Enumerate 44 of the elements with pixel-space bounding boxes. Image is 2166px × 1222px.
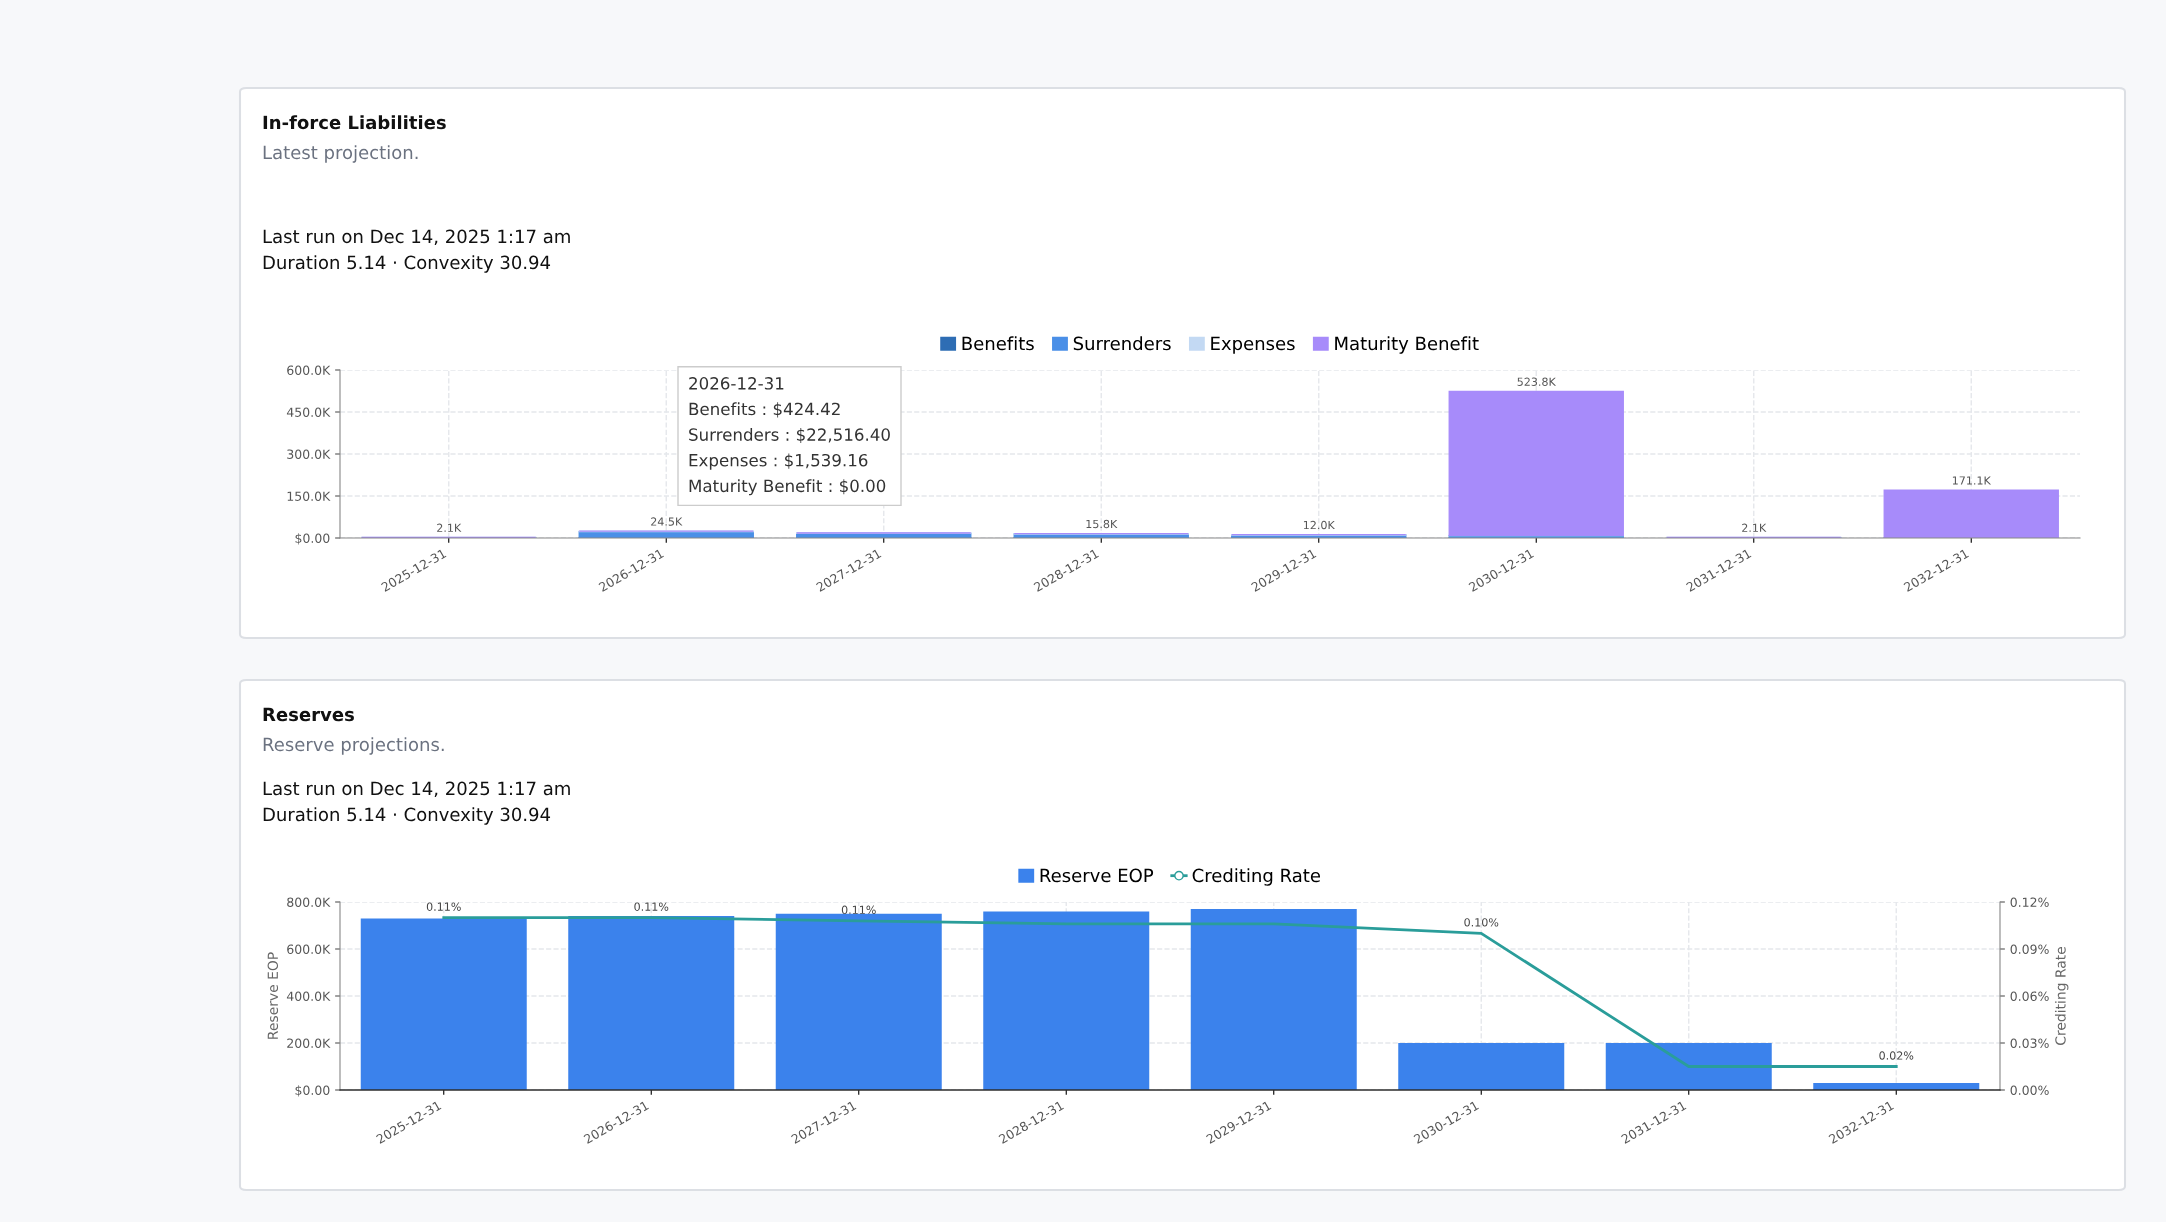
data-label: 0.11% (841, 905, 876, 915)
legend-label: Crediting Rate (1192, 868, 1321, 886)
y-tick-label: 150.0K (287, 491, 331, 501)
y-tick-label: 300.0K (287, 449, 331, 459)
y-axis-title: Reserve EOP (267, 952, 279, 1039)
y-tick-label: 200.0K (287, 1038, 331, 1048)
y-tick-label: 800.0K (287, 897, 331, 907)
data-label: 0.10% (1464, 918, 1499, 927)
chart-subtitle: Reserve projections. (263, 737, 444, 755)
y-tick-label: 400.0K (286, 991, 331, 1001)
y2-tick-label: 0.12% (2010, 897, 2049, 907)
text: Duration 5.14 · Convexity 30.94 (263, 255, 551, 273)
annotation: 2026-12-31 Benefits : $424.42 Surrenders : $22,516.40 Expenses : $1,539.16 Maturity Benefit : $0.00 (689, 377, 890, 496)
legend-label: Expenses (1211, 336, 1295, 354)
y-tick-label: $0.00 (295, 1085, 330, 1097)
legend-label: Maturity Benefit (1335, 336, 1479, 354)
total-label: 15.8K (1086, 519, 1118, 529)
y2-axis-title: Crediting Rate (2054, 946, 2069, 1045)
chart-subtitle: Latest projection. (263, 145, 418, 163)
text: Last run on Dec 14, 2025 1:17 am (263, 781, 570, 798)
total-label: 2.1K (437, 523, 462, 532)
y2-tick-label: 0.03% (2010, 1038, 2049, 1048)
legend-label: Surrenders (1073, 336, 1171, 351)
total-label: 171.1K (1952, 476, 1992, 485)
y2-tick-label: 0.00% (2010, 1085, 2049, 1095)
chart-title: In-force Liabilities (263, 115, 446, 130)
total-label: 523.8K (1517, 377, 1557, 386)
y-tick-label: $0.00 (295, 533, 330, 545)
y-tick-label: 600.0K (287, 365, 331, 375)
data-label: 0.02% (1879, 1051, 1914, 1060)
data-label: 0.11% (426, 902, 461, 911)
y-tick-label: 450.0K (286, 407, 331, 417)
total-label: 12.0K (1303, 520, 1335, 530)
text: Duration 5.14 · Convexity 30.94 (263, 807, 551, 825)
legend-label: Reserve EOP (1040, 868, 1154, 883)
total-label: 2.1K (1742, 523, 1767, 532)
data-label: 0.11% (634, 902, 669, 911)
legend-label: Benefits (962, 336, 1034, 351)
y2-tick-label: 0.09% (2010, 944, 2049, 954)
text: Last run on Dec 14, 2025 1:17 am (263, 229, 570, 246)
y2-tick-label: 0.06% (2010, 991, 2049, 1001)
total-label: 24.5K (651, 517, 683, 526)
chart-title: Reserves (263, 707, 354, 722)
y-tick-label: 600.0K (287, 944, 331, 954)
